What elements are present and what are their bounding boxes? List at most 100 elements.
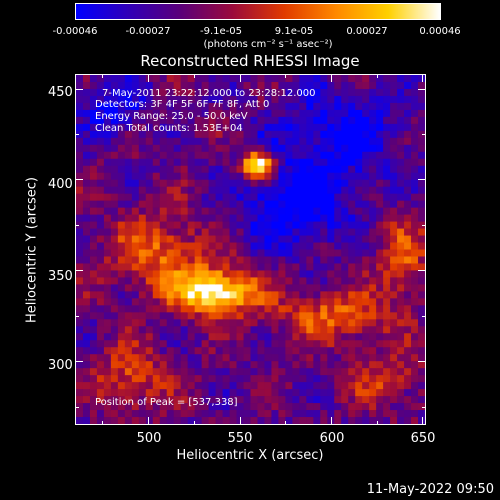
heatmap-cell — [215, 207, 224, 216]
heatmap-cell — [362, 207, 370, 216]
heatmap-cell — [82, 81, 91, 90]
heatmap-cell — [250, 256, 259, 265]
heatmap-cell — [166, 410, 175, 418]
heatmap-cell — [208, 200, 217, 209]
heatmap-cell — [327, 284, 335, 292]
heatmap-cell — [229, 249, 238, 258]
heatmap-cell — [292, 214, 300, 223]
heatmap-cell — [124, 403, 133, 411]
heatmap-cell — [173, 319, 182, 327]
heatmap-cell — [138, 207, 147, 216]
heatmap-cell — [110, 130, 119, 139]
heatmap-cell — [201, 340, 210, 348]
heatmap — [76, 75, 425, 424]
heatmap-cell — [418, 277, 425, 285]
heatmap-cell — [229, 326, 238, 334]
heatmap-cell — [152, 389, 161, 397]
heatmap-cell — [376, 319, 384, 327]
heatmap-cell — [250, 179, 259, 188]
tick-mark — [75, 134, 79, 135]
heatmap-cell — [76, 410, 84, 418]
heatmap-cell — [96, 228, 105, 237]
heatmap-cell — [208, 298, 217, 306]
heatmap-cell — [257, 361, 266, 369]
heatmap-cell — [243, 102, 252, 111]
heatmap-cell — [152, 354, 161, 362]
heatmap-cell — [362, 165, 370, 174]
heatmap-cell — [264, 186, 273, 195]
heatmap-cell — [159, 417, 168, 424]
heatmap-cell — [166, 417, 175, 424]
heatmap-cell — [285, 75, 293, 83]
heatmap-cell — [180, 235, 189, 244]
heatmap-cell — [103, 312, 112, 320]
heatmap-cell — [306, 417, 314, 424]
heatmap-cell — [418, 305, 425, 313]
heatmap-cell — [110, 382, 119, 390]
heatmap-cell — [355, 109, 363, 118]
heatmap-cell — [222, 75, 231, 83]
heatmap-cell — [334, 396, 342, 404]
heatmap-cell — [418, 116, 425, 125]
heatmap-cell — [404, 130, 412, 139]
heatmap-cell — [131, 242, 140, 251]
heatmap-cell — [166, 319, 175, 327]
heatmap-cell — [138, 193, 147, 202]
tick-mark — [422, 406, 426, 408]
heatmap-cell — [362, 179, 370, 188]
heatmap-cell — [369, 144, 377, 153]
heatmap-cell — [82, 144, 91, 153]
heatmap-cell — [180, 242, 189, 251]
heatmap-cell — [194, 263, 203, 272]
heatmap-cell — [96, 333, 105, 341]
heatmap-cell — [243, 75, 252, 83]
heatmap-cell — [271, 298, 280, 306]
heatmap-cell — [341, 200, 349, 209]
heatmap-cell — [117, 88, 126, 97]
heatmap-cell — [341, 214, 349, 223]
heatmap-cell — [327, 116, 335, 125]
heatmap-cell — [110, 116, 119, 125]
heatmap-cell — [201, 256, 210, 265]
heatmap-cell — [89, 116, 98, 125]
heatmap-cell — [397, 298, 405, 306]
heatmap-cell — [152, 172, 161, 181]
heatmap-cell — [292, 123, 300, 132]
heatmap-cell — [166, 228, 175, 237]
heatmap-cell — [404, 95, 412, 104]
tick-mark — [285, 74, 287, 78]
heatmap-cell — [334, 130, 342, 139]
heatmap-cell — [117, 368, 126, 376]
heatmap-cell — [320, 88, 328, 97]
heatmap-cell — [82, 305, 91, 313]
heatmap-cell — [264, 382, 273, 390]
heatmap-cell — [96, 417, 105, 424]
heatmap-cell — [173, 382, 182, 390]
heatmap-cell — [243, 270, 252, 279]
heatmap-cell — [257, 396, 266, 404]
heatmap-cell — [299, 75, 307, 83]
heatmap-cell — [103, 214, 112, 223]
heatmap-cell — [355, 298, 363, 306]
heatmap-cell — [82, 193, 91, 202]
heatmap-cell — [173, 249, 182, 258]
heatmap-cell — [222, 165, 231, 174]
heatmap-cell — [327, 235, 335, 244]
heatmap-cell — [271, 333, 280, 341]
heatmap-cell — [292, 130, 300, 139]
heatmap-cell — [187, 396, 196, 404]
heatmap-cell — [194, 144, 203, 153]
heatmap-cell — [334, 263, 342, 272]
heatmap-cell — [131, 312, 140, 320]
heatmap-cell — [124, 242, 133, 251]
heatmap-cell — [229, 354, 238, 362]
y-tick-label: 300 — [48, 358, 73, 373]
heatmap-cell — [271, 130, 280, 139]
heatmap-cell — [194, 137, 203, 146]
heatmap-cell — [313, 319, 321, 327]
heatmap-cell — [348, 277, 356, 285]
heatmap-cell — [145, 179, 154, 188]
heatmap-cell — [418, 326, 425, 334]
heatmap-cell — [390, 312, 398, 320]
heatmap-cell — [110, 368, 119, 376]
